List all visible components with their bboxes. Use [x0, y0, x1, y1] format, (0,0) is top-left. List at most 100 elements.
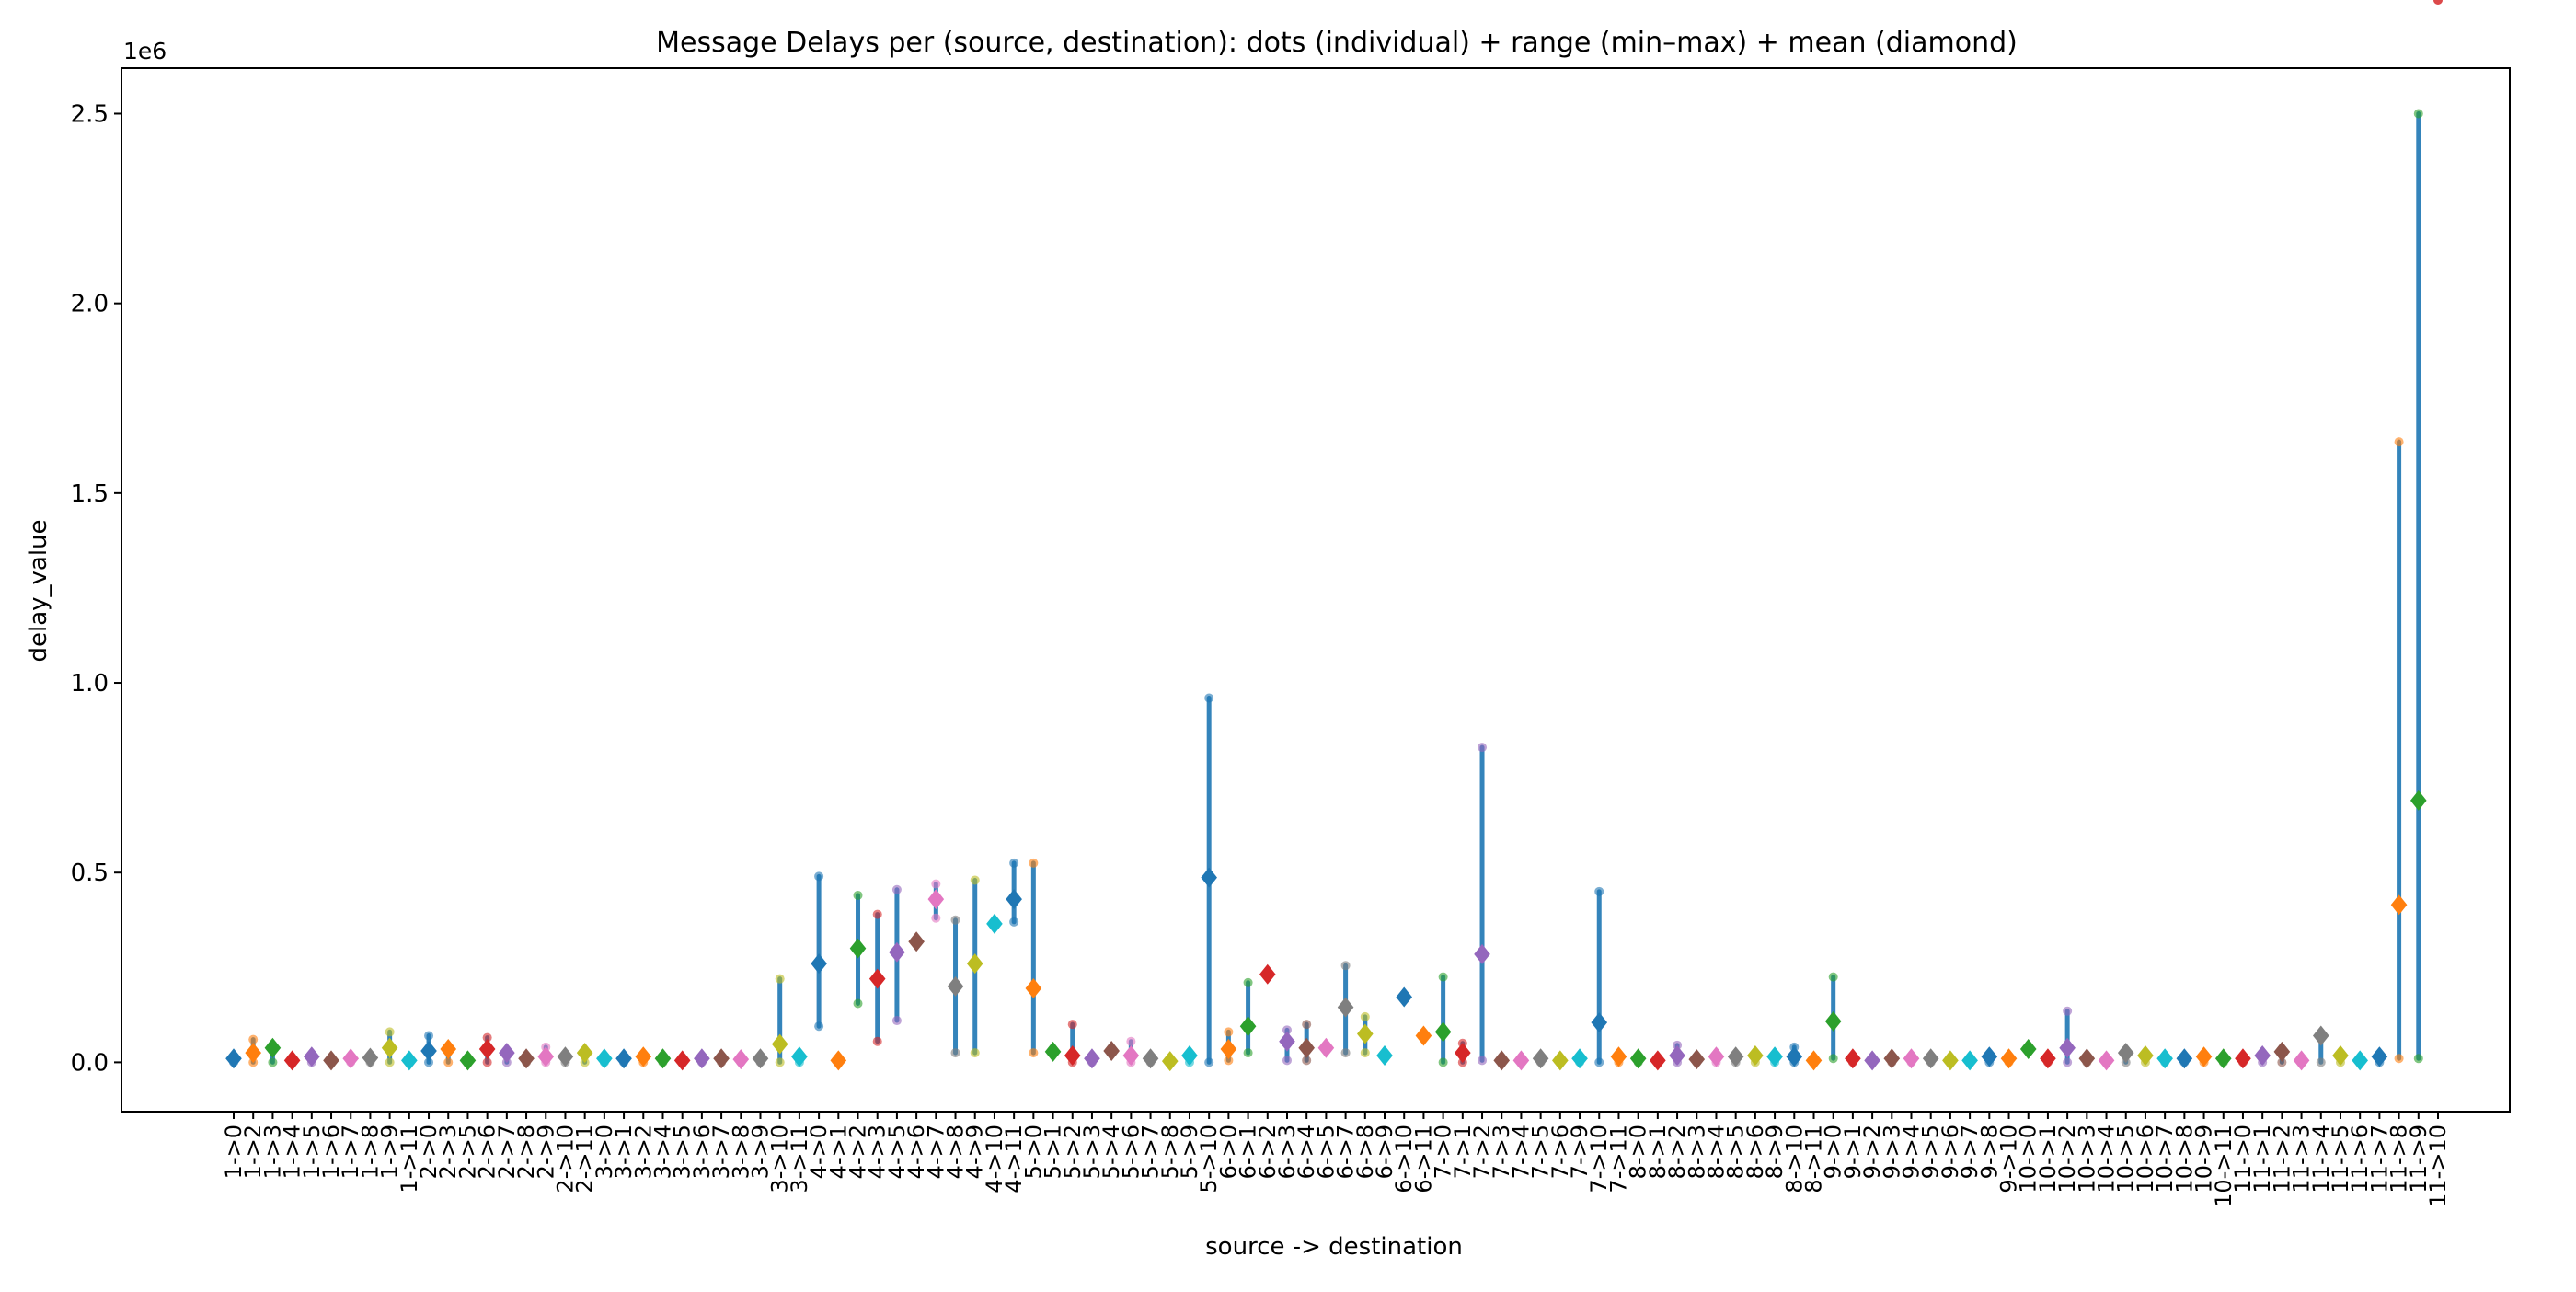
mean-diamond: [1922, 1048, 1939, 1069]
x-tick-label: 4->9: [962, 1125, 988, 1179]
mean-diamond: [1455, 1043, 1471, 1064]
mean-diamond: [2000, 1048, 2018, 1069]
x-tick-label: 10->0: [2016, 1125, 2041, 1194]
y-axis: 0.0 0.5 1.0 1.5 2.0 2.5: [71, 100, 121, 1077]
max-point: [2433, 0, 2443, 5]
mean-diamond: [1708, 1046, 1725, 1067]
mean-diamond: [1688, 1049, 1706, 1070]
mean-diamond: [2332, 1044, 2349, 1066]
mean-diamond: [889, 941, 905, 963]
mean-diamond: [635, 1046, 652, 1067]
max-point: [872, 909, 882, 919]
mean-diamond: [1493, 1050, 1511, 1071]
min-point: [853, 998, 863, 1009]
x-tick-label: 5->0: [1020, 1125, 1046, 1179]
plot-frame: [121, 67, 2511, 1113]
x-tick-label: 7->11: [1605, 1125, 1631, 1194]
y-tick-label: 1.0: [71, 670, 109, 698]
x-tick-label: 1->7: [338, 1125, 363, 1179]
y-offset-text: 1e6: [123, 38, 167, 64]
mean-diamond: [557, 1046, 574, 1067]
x-tick-label: 5->3: [1079, 1125, 1105, 1179]
mean-diamond: [2176, 1048, 2193, 1069]
mean-diamond: [1805, 1050, 1823, 1071]
x-tick-label: 1->9: [377, 1125, 403, 1179]
min-point: [1009, 917, 1019, 927]
max-point: [1594, 886, 1604, 896]
x-tick-label: 2->5: [454, 1125, 480, 1179]
x-tick-label: 10->8: [2171, 1125, 2197, 1194]
max-point: [891, 884, 902, 894]
x-tick-label: 2->9: [533, 1125, 558, 1179]
mean-diamond: [1824, 1010, 1842, 1032]
mean-diamond: [1357, 1023, 1374, 1044]
max-point: [775, 974, 785, 984]
mean-diamond: [245, 1043, 262, 1064]
mean-diamond: [1201, 867, 1217, 888]
x-tick-label: 6->8: [1352, 1125, 1378, 1179]
min-point: [1282, 1056, 1292, 1066]
x-tick-label: 2->3: [435, 1125, 461, 1179]
mean-diamond: [868, 968, 886, 989]
x-tick-label: 1->4: [280, 1125, 305, 1179]
mean-diamond: [1415, 1025, 1432, 1046]
x-tick-label: 11->7: [2366, 1125, 2392, 1194]
x-tick-label: 5->10: [1196, 1125, 1222, 1194]
x-tick-label: 10->5: [2113, 1125, 2139, 1194]
min-point: [1828, 1054, 1838, 1064]
chart-title: Message Delays per (source, destination)…: [656, 27, 2018, 59]
x-tick-label: 11->8: [2386, 1125, 2412, 1194]
x-tick-label: 4->2: [845, 1125, 871, 1179]
mean-diamond: [1981, 1046, 1998, 1067]
x-tick-label: 9->8: [1976, 1125, 2002, 1179]
max-point: [931, 879, 941, 889]
mean-diamond: [732, 1049, 750, 1070]
mean-diamond: [401, 1050, 418, 1071]
mean-diamond: [966, 953, 983, 975]
x-tick-label: 3->0: [592, 1125, 617, 1179]
x-tick-label: 3->7: [708, 1125, 734, 1179]
min-point: [970, 1048, 980, 1058]
max-point: [1828, 972, 1838, 982]
x-tick-label: 8->5: [1723, 1125, 1749, 1179]
mean-diamond: [752, 1048, 769, 1069]
x-axis-label: source -> destination: [1205, 1233, 1463, 1261]
x-tick-label: 5->2: [1060, 1125, 1086, 1179]
mean-diamond: [2409, 790, 2427, 811]
mean-diamond: [2117, 1043, 2134, 1064]
mean-diamond: [440, 1038, 457, 1059]
max-point: [1478, 743, 1488, 753]
x-tick-label: 11->5: [2328, 1125, 2353, 1194]
mean-diamond: [1103, 1041, 1120, 1062]
mean-diamond: [1766, 1046, 1783, 1067]
x-tick-label: 4->7: [923, 1125, 949, 1179]
x-tick-label: 7->3: [1489, 1125, 1514, 1179]
x-tick-label: 9->10: [1996, 1125, 2022, 1194]
x-tick-label: 1->8: [357, 1125, 383, 1179]
min-point: [2063, 1057, 2073, 1067]
x-tick-label: 4->0: [806, 1125, 832, 1179]
x-tick-label: 5->6: [1118, 1125, 1144, 1179]
mean-diamond: [1239, 1016, 1257, 1037]
mean-diamond: [1044, 1041, 1062, 1062]
x-tick-label: 10->3: [2074, 1125, 2099, 1194]
x-tick-label: 4->8: [943, 1125, 969, 1179]
mean-diamond: [537, 1046, 555, 1067]
max-point: [1282, 1025, 1292, 1035]
mean-diamond: [478, 1038, 496, 1059]
x-tick-label: 5->9: [1177, 1125, 1202, 1179]
min-point: [950, 1048, 960, 1058]
x-tick-label: 10->1: [2035, 1125, 2061, 1194]
mean-diamond: [420, 1041, 437, 1062]
max-point: [1067, 1020, 1077, 1030]
mean-diamond: [947, 975, 964, 997]
min-point: [2413, 1054, 2423, 1064]
x-tick-label: 3->10: [767, 1125, 793, 1194]
x-tick-label: 3->11: [787, 1125, 812, 1194]
x-tick-label: 8->0: [1626, 1125, 1651, 1179]
min-point: [1029, 1048, 1039, 1058]
min-point: [1243, 1048, 1253, 1058]
x-tick-label: 9->4: [1899, 1125, 1925, 1179]
x-tick-label: 6->7: [1333, 1125, 1359, 1179]
min-point: [1340, 1048, 1351, 1058]
